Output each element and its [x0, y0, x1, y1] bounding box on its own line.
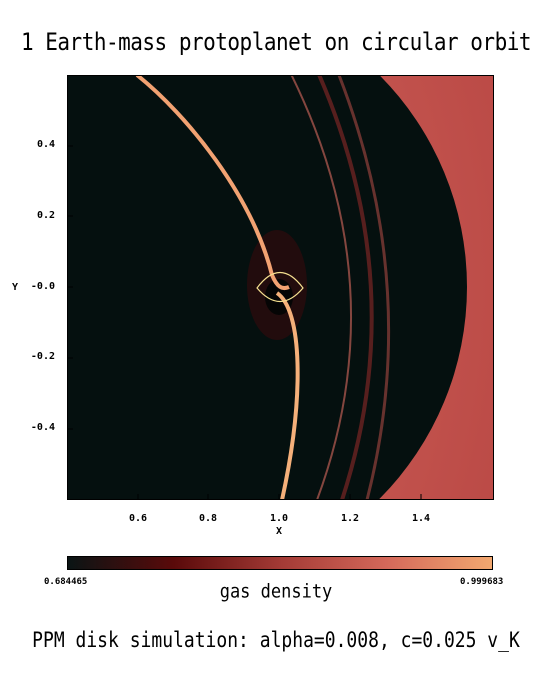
y-tick-label: -0.0 [30, 281, 55, 292]
y-tick-label: 0.4 [36, 139, 55, 150]
colorbar-label: gas density [219, 581, 333, 603]
colorbar-max-label: 0.999683 [460, 577, 504, 587]
x-tick-marks [137, 494, 422, 500]
roche-lobe [256, 272, 304, 303]
x-tick-label: 1.4 [411, 513, 431, 524]
y-tick-label: -0.4 [30, 422, 55, 433]
density-map [67, 75, 494, 500]
y-tick-marks [67, 145, 73, 430]
y-tick-label: 0.2 [36, 210, 55, 221]
y-axis-label: Y [12, 282, 19, 293]
outer-ripple [290, 75, 352, 500]
spiral-wake-upper [135, 75, 290, 291]
x-tick-label: 0.8 [198, 513, 218, 524]
x-tick-label: 0.6 [128, 513, 148, 524]
caption: PPM disk simulation: alpha=0.008, c=0.02… [32, 627, 520, 654]
disk-annulus [67, 75, 494, 500]
x-tick-label: 1.0 [269, 513, 289, 524]
x-axis-label: X [276, 526, 283, 537]
y-tick-label: -0.2 [30, 351, 55, 362]
outer-ripple [337, 75, 391, 500]
colorbar [67, 556, 493, 570]
colorbar-min-label: 0.684465 [44, 577, 88, 587]
spiral-wake-lower [275, 291, 300, 500]
x-tick-label: 1.2 [340, 513, 360, 524]
outer-ripple [316, 75, 374, 500]
plot-title: 1 Earth-mass protoplanet on circular orb… [20, 28, 532, 56]
